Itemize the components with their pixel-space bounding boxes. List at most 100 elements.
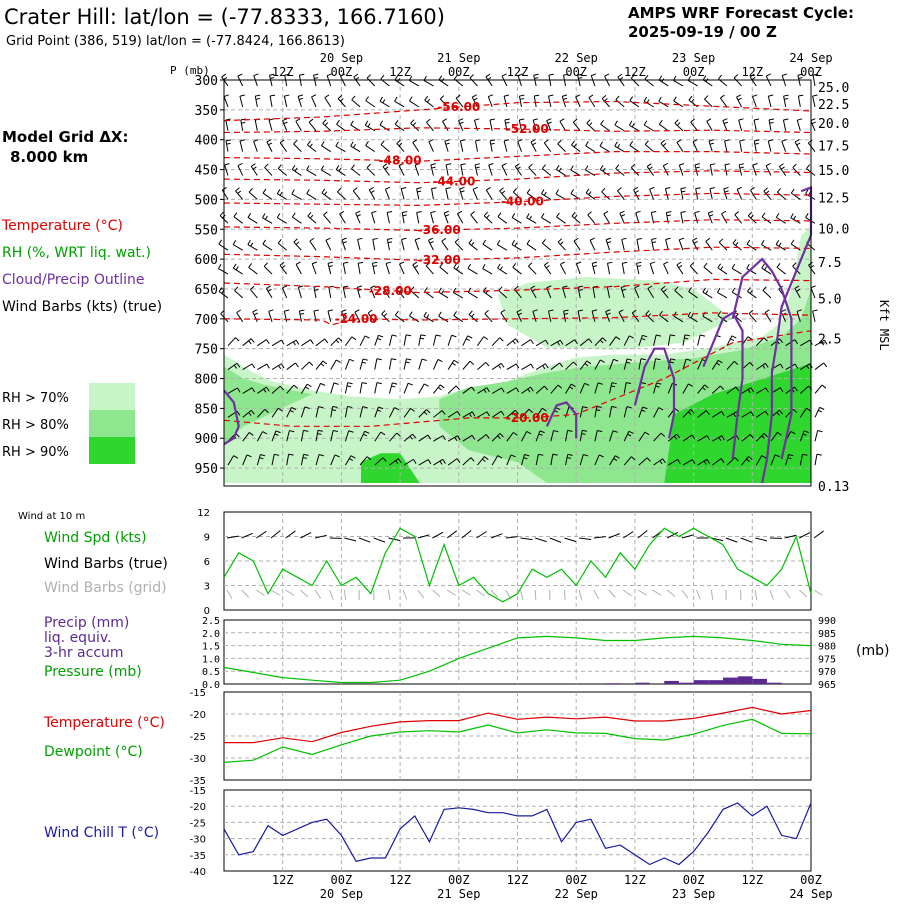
wind-barb-staff bbox=[590, 240, 595, 250]
wind-barb-grid bbox=[697, 590, 701, 599]
wind-barb-flag bbox=[695, 164, 700, 165]
wind-barb-true bbox=[344, 538, 356, 541]
wind-barb-staff bbox=[591, 76, 595, 86]
wind-barb-flag bbox=[308, 212, 311, 216]
temp-tick-label: -20 bbox=[190, 710, 206, 721]
wind-barb bbox=[417, 212, 422, 224]
wind-barb bbox=[754, 140, 759, 152]
gridpoint-info: Grid Point (386, 519) lat/lon = (-77.842… bbox=[6, 34, 345, 49]
wind-barb-flag bbox=[797, 119, 802, 120]
wind-barb-half-flag bbox=[621, 215, 625, 217]
wind-barb bbox=[287, 340, 299, 346]
wind-barb-half-flag bbox=[563, 98, 567, 99]
wind-barb bbox=[560, 119, 566, 131]
wind-barb-staff bbox=[431, 213, 434, 224]
wind-barb-staff bbox=[783, 120, 785, 131]
wind-barb bbox=[448, 360, 458, 369]
wind-barb-staff bbox=[366, 145, 375, 151]
wind-barb-staff bbox=[498, 268, 507, 274]
wind-barb bbox=[544, 140, 551, 152]
wind-barb bbox=[373, 238, 378, 250]
wind-barb bbox=[263, 213, 273, 223]
wind-barb-staff bbox=[766, 166, 771, 176]
wind-barb-flag bbox=[294, 239, 298, 242]
wind-barb-half-flag bbox=[403, 215, 407, 216]
wind-barb bbox=[445, 140, 450, 152]
wind-barb-half-flag bbox=[515, 243, 517, 246]
wind-barb bbox=[617, 188, 624, 200]
wind-barb-staff bbox=[301, 362, 309, 370]
wind-barb-flag bbox=[337, 120, 340, 124]
wind-barb-half-flag bbox=[498, 365, 500, 368]
height-tick-label: 20.0 bbox=[818, 117, 849, 132]
wind-barb-staff bbox=[298, 96, 301, 107]
wind-barb-flag bbox=[472, 95, 476, 97]
wind-barb-flag bbox=[452, 335, 457, 337]
wind-barb-staff bbox=[513, 267, 522, 274]
wind-barb-staff bbox=[234, 217, 243, 224]
wind-barb-staff bbox=[358, 239, 360, 250]
wind-barb bbox=[477, 362, 489, 369]
wind-barb-flag bbox=[445, 140, 450, 142]
wind-barb bbox=[776, 213, 785, 223]
wind-barb-flag bbox=[531, 364, 534, 368]
wind-barb bbox=[732, 264, 741, 274]
wind-barb-true bbox=[609, 534, 620, 538]
wind-barb-staff bbox=[254, 76, 258, 86]
wind-barb-staff bbox=[527, 218, 537, 224]
wind-barb-flag bbox=[783, 119, 788, 120]
wind-barb bbox=[324, 212, 331, 224]
wind-barb bbox=[331, 360, 341, 370]
wind-barb bbox=[576, 262, 581, 274]
rh70-label: RH > 70% bbox=[2, 391, 69, 406]
wind-barb bbox=[634, 187, 639, 199]
wind-barb bbox=[544, 262, 551, 274]
wind-barb-flag bbox=[312, 262, 317, 264]
wind-barb bbox=[527, 240, 536, 250]
wind-barb-staff bbox=[413, 142, 419, 151]
bottom-hour-label: 00Z bbox=[800, 873, 822, 887]
wind-barb-flag bbox=[263, 213, 266, 217]
wind-barb bbox=[460, 140, 465, 152]
wind-barb-flag bbox=[353, 188, 357, 191]
wind-barb-flag bbox=[527, 189, 530, 193]
wind-barb-flag bbox=[634, 187, 638, 189]
wind-barb-staff bbox=[375, 335, 379, 345]
wind-barb-staff bbox=[345, 359, 349, 369]
wind-barb-flag bbox=[367, 75, 371, 78]
wind-barb-flag bbox=[776, 240, 779, 244]
wind-barb-half-flag bbox=[706, 291, 708, 294]
wind-barb-staff bbox=[474, 120, 477, 131]
wind-barb-flag bbox=[710, 188, 715, 189]
wind-barb bbox=[429, 140, 434, 152]
wind-barb-staff bbox=[345, 383, 347, 394]
pressure-tick-label: 650 bbox=[195, 283, 218, 298]
wind-barb-half-flag bbox=[710, 143, 714, 144]
wind-barb bbox=[753, 95, 758, 107]
wind-barb-half-flag bbox=[725, 191, 729, 192]
wind-barb-grid bbox=[579, 590, 581, 600]
wind-barb-flag bbox=[558, 239, 562, 242]
wind-barb-flag bbox=[739, 164, 744, 165]
wind-barb-staff bbox=[707, 121, 713, 130]
wind-barb-half-flag bbox=[637, 266, 641, 267]
wind-barb-flag bbox=[630, 97, 633, 101]
wind-barb-staff bbox=[389, 383, 392, 394]
rh80-label: RH > 80% bbox=[2, 418, 69, 433]
wind-barb bbox=[249, 188, 257, 199]
wind-barb-staff bbox=[679, 240, 683, 250]
wind-barb-staff bbox=[310, 241, 316, 250]
wind-barb-flag bbox=[357, 286, 362, 287]
wind-barb-staff bbox=[507, 364, 516, 370]
wind-barb-flag bbox=[591, 74, 596, 76]
pressure-unit: (mb) bbox=[856, 643, 889, 659]
wind-barb bbox=[356, 211, 361, 223]
wind-barb-flag bbox=[793, 263, 797, 267]
wind-barb-flag bbox=[468, 336, 472, 338]
wind-barb bbox=[659, 76, 668, 86]
wind-barb-staff bbox=[445, 141, 448, 151]
wind-barb-flag bbox=[380, 97, 383, 101]
precip-bar bbox=[752, 679, 767, 684]
wind-barb-flag bbox=[220, 212, 223, 216]
